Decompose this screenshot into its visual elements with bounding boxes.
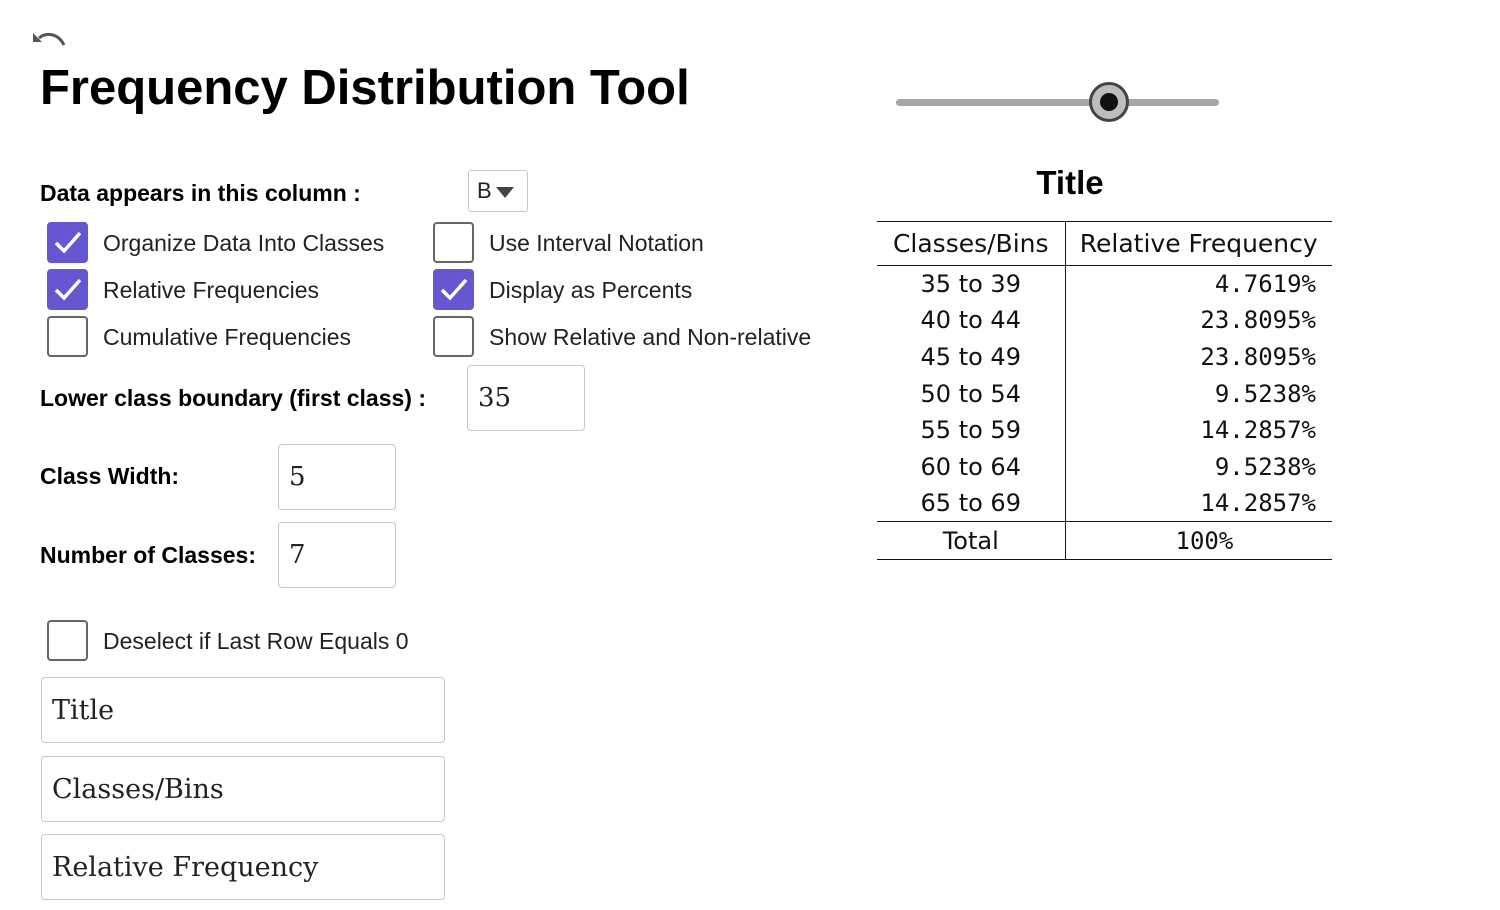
table-row: 65 to 69 14.2857% [877,485,1332,522]
checkmark-icon [54,231,82,254]
table-header-row: Classes/Bins Relative Frequency [877,221,1332,266]
deselect-last-row-checkbox[interactable] [47,620,88,661]
table-cell-class: 50 to 54 [877,375,1066,412]
show-both-checkbox[interactable] [433,316,474,357]
cumulative-frequencies-checkbox[interactable] [47,316,88,357]
page-title: Frequency Distribution Tool [40,61,690,115]
table-header-classes: Classes/Bins [877,221,1066,266]
show-both-label: Show Relative and Non-relative [489,324,812,350]
table-row: 55 to 59 14.2857% [877,411,1332,449]
num-classes-input[interactable]: 7 [278,522,396,588]
table-cell-class: 45 to 49 [877,338,1066,376]
slider[interactable] [890,80,1225,126]
table-cell-frequency: 9.5238% [1214,452,1316,481]
cumulative-frequencies-label: Cumulative Frequencies [103,324,352,350]
table-row: 60 to 64 9.5238% [877,448,1332,486]
table-cell-class: 55 to 59 [877,411,1066,449]
column-value: B [477,178,492,203]
lower-boundary-label: Lower class boundary (first class) : [40,385,427,411]
deselect-last-row-label: Deselect if Last Row Equals 0 [103,628,409,654]
slider-knob[interactable] [1089,82,1130,122]
table-row: 50 to 54 9.5238% [877,375,1332,412]
table-cell-frequency: 9.5238% [1214,379,1316,408]
table-cell-frequency: 14.2857% [1200,489,1316,518]
checkmark-icon [440,278,468,301]
table-total-row: Total 100% [877,521,1332,561]
column-dropdown[interactable]: B [468,170,528,212]
table-title: Title [1036,164,1104,201]
checkmark-icon [54,278,82,301]
lower-boundary-input[interactable]: 35 [467,365,585,431]
interval-notation-label: Use Interval Notation [489,230,704,256]
undo-icon[interactable] [30,28,70,56]
table-row: 45 to 49 23.8095% [877,338,1332,376]
table-cell-frequency: 4.7619% [1214,270,1316,299]
class-width-label: Class Width: [40,463,180,489]
table-cell-frequency: 23.8095% [1200,342,1316,371]
slider-track[interactable] [896,99,1219,106]
table-total-value: 100% [1065,521,1332,561]
table-header-frequency: Relative Frequency [1065,221,1332,266]
column-label: Data appears in this column : [40,180,361,206]
display-percents-label: Display as Percents [489,277,693,303]
organize-checkbox[interactable] [47,222,88,263]
display-percents-checkbox[interactable] [433,269,474,310]
frequency-table: Classes/Bins Relative Frequency 35 to 39… [877,221,1332,561]
frequency-header-input[interactable]: Relative Frequency [41,834,445,900]
table-row: 40 to 44 23.8095% [877,302,1332,339]
num-classes-label: Number of Classes: [40,542,257,568]
table-cell-class: 60 to 64 [877,448,1066,486]
chevron-down-icon [495,186,514,198]
relative-frequencies-label: Relative Frequencies [103,277,320,303]
table-cell-frequency: 14.2857% [1200,416,1316,445]
organize-label: Organize Data Into Classes [103,230,385,256]
interval-notation-checkbox[interactable] [433,222,474,263]
table-cell-frequency: 23.8095% [1200,306,1316,335]
table-cell-class: 65 to 69 [877,485,1066,522]
classes-header-input[interactable]: Classes/Bins [41,756,445,822]
class-width-input[interactable]: 5 [278,444,396,510]
table-cell-class: 40 to 44 [877,302,1066,339]
relative-frequencies-checkbox[interactable] [47,269,88,310]
table-row: 35 to 39 4.7619% [877,265,1332,303]
title-input[interactable]: Title [41,677,445,743]
table-cell-class: 35 to 39 [877,265,1066,303]
table-total-label: Total [877,521,1066,561]
